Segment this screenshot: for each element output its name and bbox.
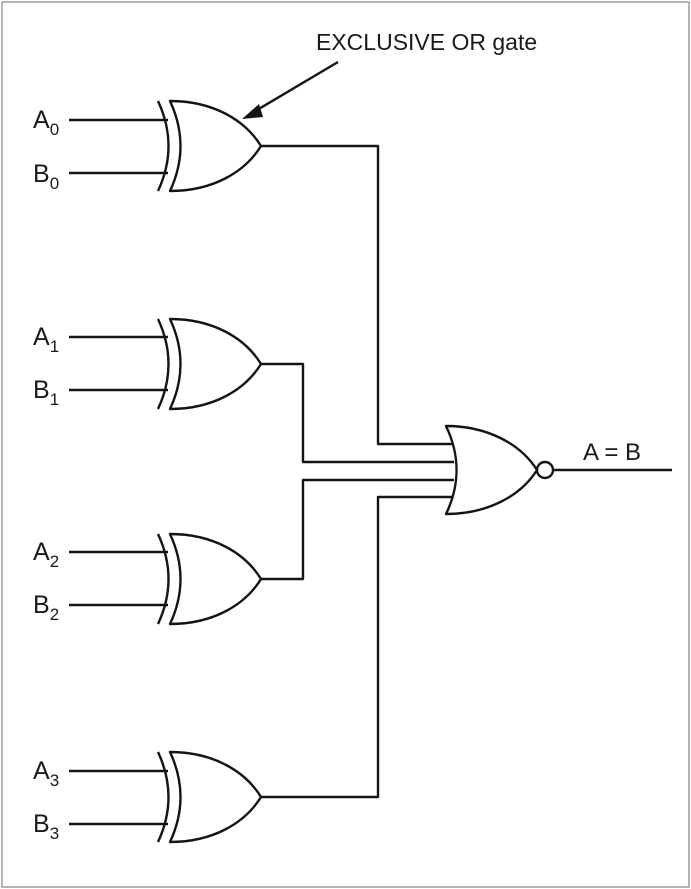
xor-gate-1 — [156, 317, 263, 411]
input-label-a0: A0 — [33, 106, 59, 139]
output-label: A = B — [583, 439, 641, 466]
nor-gate-body — [444, 424, 539, 516]
xor-gate-1-body — [168, 317, 263, 411]
input-label-b2: B2 — [33, 591, 59, 624]
nor-gate — [444, 424, 555, 516]
xor-gate-3-body — [168, 750, 263, 844]
xor-gate-0-back-curve — [156, 100, 170, 192]
xor-gate-3-back-curve — [156, 751, 170, 843]
input-label-a2: A2 — [33, 538, 59, 571]
xor-gate-1-back-curve — [156, 318, 170, 410]
wire-xor0-to-nor — [261, 144, 452, 446]
input-label-a3: A3 — [33, 757, 59, 790]
xor-gate-0 — [156, 99, 263, 193]
wire-xor2-to-nor — [261, 478, 454, 581]
xor-gate-2-body — [168, 532, 263, 626]
input-label-b3: B3 — [33, 810, 59, 843]
nor-inversion-bubble — [535, 460, 555, 480]
xor-gate-2-back-curve — [156, 533, 170, 625]
annotation-arrowhead-icon — [242, 104, 263, 119]
xor-gate-3 — [156, 750, 263, 844]
xor-gate-2 — [156, 532, 263, 626]
input-label-a1: A1 — [33, 323, 59, 356]
input-label-b0: B0 — [33, 160, 59, 193]
wire-xor3-to-nor — [261, 495, 452, 799]
xor-gate-0-body — [168, 99, 263, 193]
annotation-arrow-line — [251, 60, 339, 115]
wire-xor1-to-nor — [261, 362, 454, 464]
input-label-b1: B1 — [33, 376, 59, 409]
xor-annotation-label: EXCLUSIVE OR gate — [316, 29, 537, 55]
